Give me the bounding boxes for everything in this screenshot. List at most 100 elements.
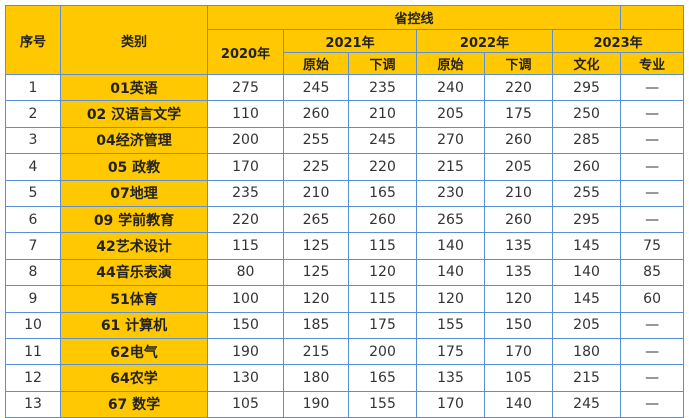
cell-2023-culture: 140	[551, 258, 622, 287]
row-category: 62电气	[60, 337, 208, 366]
cell-2020: 220	[207, 205, 284, 234]
cell-2022-raw: 175	[416, 337, 485, 366]
cell-2022-adjusted: 150	[484, 311, 553, 339]
table-row: 12 64农学 130 180 165 135 105 215—	[5, 364, 685, 392]
row-category: 42艺术设计	[60, 232, 208, 260]
row-category: 04经济管理	[60, 126, 208, 155]
cell-2022-raw: 135	[416, 364, 485, 392]
cell-2021-adjusted: 260	[348, 205, 417, 234]
table-row: 2 02 汉语言文学 110 260 210 205 175 250—	[5, 100, 685, 128]
table-row: 4 05 政教 170 225 220 215 205 260—	[5, 153, 685, 181]
cell-2022-adjusted: 105	[484, 364, 553, 392]
cell-2021-raw: 260	[283, 100, 349, 128]
row-index: 5	[5, 179, 61, 207]
cell-2021-raw: 180	[283, 364, 349, 392]
cell-2020: 130	[207, 364, 284, 392]
table-row: 3 04经济管理 200 255 245 270 260 285—	[5, 126, 685, 155]
cell-2022-adjusted: 140	[484, 390, 553, 418]
cell-2023-major: —	[620, 73, 685, 102]
cell-2022-adjusted: 170	[484, 337, 553, 366]
row-category: 07地理	[60, 179, 208, 207]
cell-2020: 150	[207, 311, 284, 339]
cell-2022-adjusted: 135	[484, 258, 553, 287]
score-table: 序号 类别 省控线 2020年 2021年 2022年 2023年 原始 下调 …	[5, 5, 685, 418]
year-2023-header: 2023年	[551, 29, 685, 53]
cell-2020: 235	[207, 179, 284, 207]
table-header: 序号 类别 省控线 2020年 2021年 2022年 2023年 原始 下调 …	[5, 5, 685, 75]
cell-2023-major: —	[620, 179, 685, 207]
cell-2020: 100	[207, 285, 284, 313]
cell-2020: 190	[207, 337, 284, 366]
cell-2022-raw: 140	[416, 258, 485, 287]
cell-2021-raw: 190	[283, 390, 349, 418]
cell-2023-major: —	[620, 390, 685, 418]
row-index: 11	[5, 337, 61, 366]
cell-2023-major: 60	[620, 285, 685, 313]
cell-2021-raw: 265	[283, 205, 349, 234]
cell-2020: 80	[207, 258, 284, 287]
cell-2021-adjusted: 235	[348, 73, 417, 102]
row-category: 01英语	[60, 73, 208, 102]
cell-2021-adjusted: 165	[348, 179, 417, 207]
cell-2022-raw: 155	[416, 311, 485, 339]
cell-2021-adjusted: 220	[348, 153, 417, 181]
cell-2022-raw: 230	[416, 179, 485, 207]
group-header: 省控线	[206, 5, 622, 30]
cell-2022-adjusted: 205	[484, 153, 553, 181]
row-category: 61 计算机	[60, 311, 208, 339]
cell-2021-adjusted: 115	[348, 285, 417, 313]
cell-2021-raw: 125	[283, 258, 349, 287]
cell-2022-adjusted: 220	[484, 73, 553, 102]
cell-2020: 275	[207, 73, 284, 102]
cell-2022-raw: 215	[416, 153, 485, 181]
cell-2022-adjusted: 210	[484, 179, 553, 207]
cell-2020: 105	[207, 390, 284, 418]
cell-2022-raw: 240	[416, 73, 485, 102]
cell-2022-raw: 170	[416, 390, 485, 418]
cell-2023-culture: 255	[551, 179, 622, 207]
cell-2021-raw: 120	[283, 285, 349, 313]
cell-2023-culture: 180	[551, 337, 622, 366]
row-index: 9	[5, 285, 61, 313]
cell-2022-raw: 120	[416, 285, 485, 313]
empty-header-cell	[620, 5, 685, 30]
cell-2021-raw: 215	[283, 337, 349, 366]
row-index: 12	[5, 364, 61, 392]
row-category: 44音乐表演	[60, 258, 208, 287]
cell-2023-culture: 145	[551, 285, 622, 313]
y2021-adjusted-header: 下调	[348, 52, 417, 75]
table-row: 1 01英语 275 245 235 240 220 295—	[5, 73, 685, 102]
cell-2023-culture: 215	[551, 364, 622, 392]
cell-2021-adjusted: 115	[348, 232, 417, 260]
cell-2021-raw: 185	[283, 311, 349, 339]
cell-2021-adjusted: 120	[348, 258, 417, 287]
cell-2023-culture: 250	[551, 100, 622, 128]
cell-2023-culture: 145	[551, 232, 622, 260]
row-index: 4	[5, 153, 61, 181]
cell-2023-major: —	[620, 100, 685, 128]
row-index: 7	[5, 232, 61, 260]
cell-2023-major: —	[620, 153, 685, 181]
cell-2021-raw: 125	[283, 232, 349, 260]
row-index: 13	[5, 390, 61, 418]
cell-2023-culture: 245	[551, 390, 622, 418]
cell-2021-adjusted: 155	[348, 390, 417, 418]
row-index: 8	[5, 258, 61, 287]
cell-2022-raw: 265	[416, 205, 485, 234]
row-category: 67 数学	[60, 390, 208, 418]
year-2020-header: 2020年	[207, 29, 284, 75]
year-2021-header: 2021年	[283, 29, 417, 53]
y2022-raw-header: 原始	[416, 52, 485, 75]
table-body: 1 01英语 275 245 235 240 220 295—2 02 汉语言文学 110 260 2…	[5, 73, 685, 418]
cell-2022-adjusted: 175	[484, 100, 553, 128]
cell-2023-culture: 205	[551, 311, 622, 339]
y2023-culture-header: 文化	[551, 52, 622, 75]
table-row: 5 07地理 235 210 165 230 210 255—	[5, 179, 685, 207]
table-row: 7 42艺术设计 115 125 115 140 135 145 75	[5, 232, 685, 260]
cell-2023-major: —	[620, 205, 685, 234]
row-category: 05 政教	[60, 153, 208, 181]
cell-2023-culture: 260	[551, 153, 622, 181]
cell-2023-major: —	[620, 126, 685, 155]
cell-2020: 170	[207, 153, 284, 181]
cell-2021-adjusted: 175	[348, 311, 417, 339]
